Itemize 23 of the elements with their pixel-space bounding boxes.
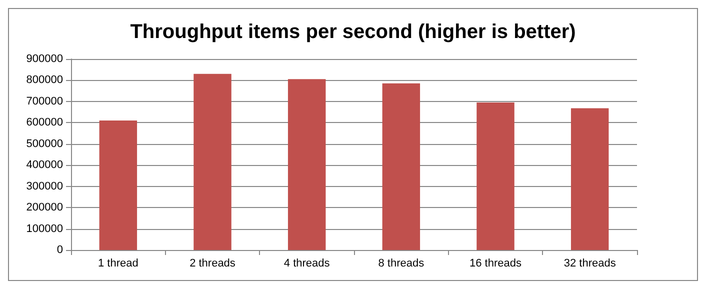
y-tick-label: 200000 [26,202,63,214]
y-tick-label: 700000 [26,95,63,108]
bar [570,108,609,250]
x-tick-label: 2 threads [190,258,236,270]
y-tick-label: 900000 [26,53,63,65]
bar [476,102,514,250]
y-tick-label: 300000 [26,180,63,192]
bar [382,83,420,250]
bar [99,120,138,250]
x-tick-label: 32 threads [564,258,616,270]
x-tick-label: 8 threads [378,258,425,270]
x-tick-label: 4 threads [284,258,330,270]
bar [194,74,232,250]
x-tick-label: 16 threads [470,258,522,270]
y-tick-label: 400000 [26,159,63,172]
y-tick-label: 800000 [26,74,63,86]
y-tick-label: 100000 [26,222,63,235]
bar [288,79,326,250]
x-tick-label: 1 thread [98,258,138,270]
y-tick-label: 500000 [26,138,63,150]
y-tick-label: 0 [56,244,63,256]
chart-title: Throughput items per second (higher is better) [130,21,576,43]
y-tick-label: 600000 [26,116,63,129]
